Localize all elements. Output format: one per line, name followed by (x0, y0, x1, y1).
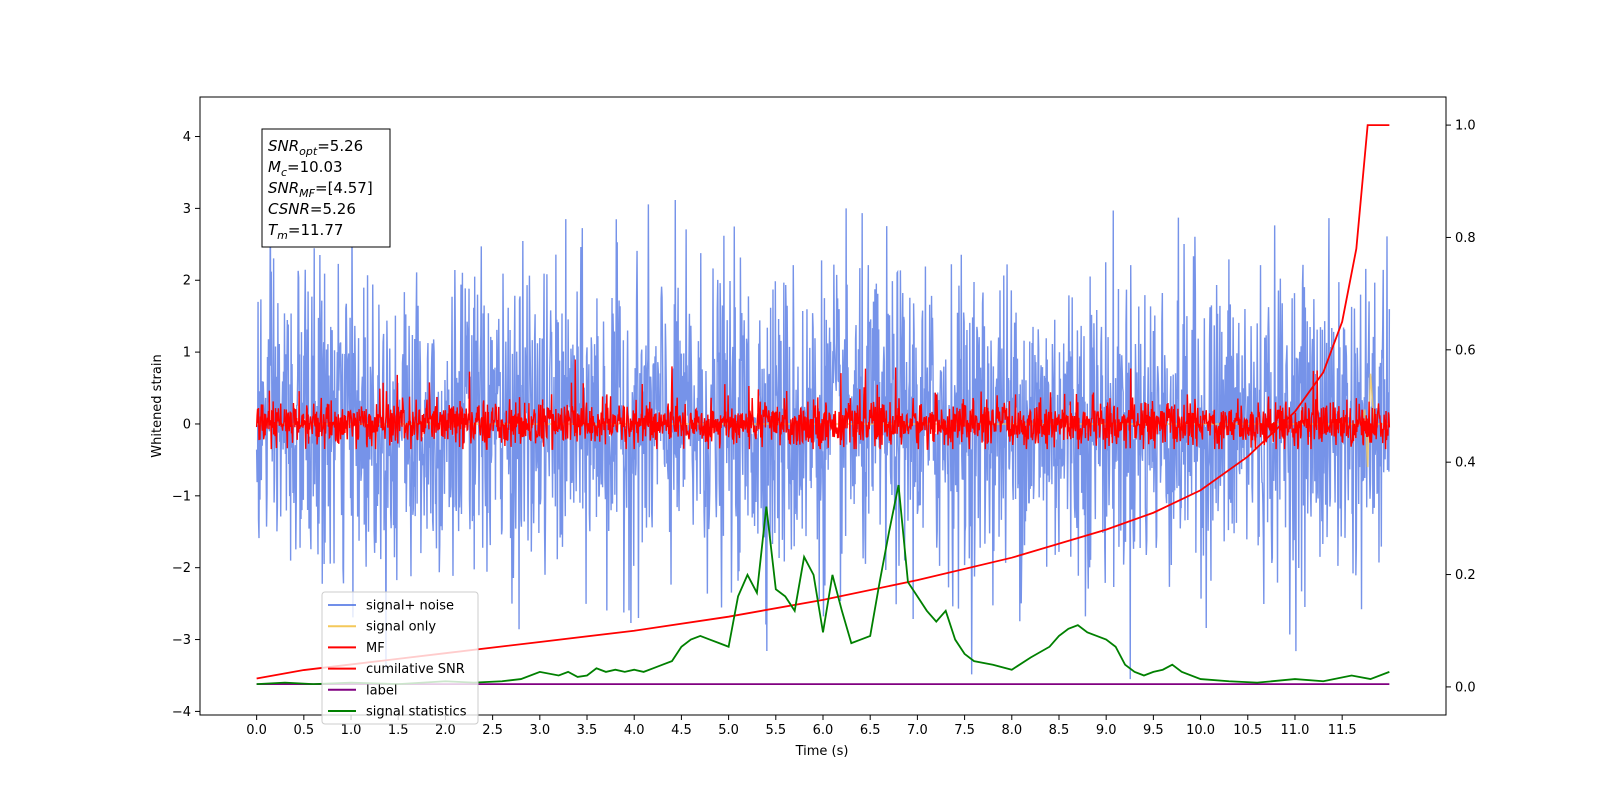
x-tick-label: 6.5 (860, 723, 881, 738)
annotation-symbol: CSNR (268, 200, 310, 218)
x-tick-label: 2.5 (482, 723, 503, 738)
annotation-value: =[4.57] (315, 179, 373, 197)
annotation-symbol: SNR (268, 137, 299, 155)
legend-label: label (366, 683, 397, 698)
legend-label: MF (366, 641, 385, 656)
x-tick-label: 3.5 (577, 723, 598, 738)
legend-label: signal+ noise (366, 599, 454, 614)
x-tick-label: 2.0 (435, 723, 456, 738)
x-tick-label: 9.0 (1096, 723, 1117, 738)
x-tick-label: 1.5 (388, 723, 409, 738)
annotation-line: Mc=10.03 (268, 158, 343, 179)
annotation-line: SNRMF=[4.57] (268, 179, 373, 200)
x-tick-label: 1.0 (341, 723, 362, 738)
annotation-line: SNRopt=5.26 (268, 137, 363, 158)
legend-label: signal statistics (366, 705, 467, 720)
series-mf (255, 359, 1391, 450)
x-tick-label: 8.5 (1049, 723, 1070, 738)
legend-label: cumilative SNR (366, 662, 465, 677)
x-tick-label: 8.0 (1001, 723, 1022, 738)
legend: signal+ noise signal only MF cumilative SNR… (321, 591, 479, 725)
y-tick-label: 1 (183, 346, 191, 361)
legend-label: signal only (366, 620, 436, 635)
y2-tick-label: 0.8 (1455, 231, 1476, 246)
y-tick-label: 4 (183, 130, 191, 145)
x-tick-label: 6.0 (813, 723, 834, 738)
y-axis-right: 1.0 0.8 0.6 0.4 0.2 0.0 (1446, 119, 1476, 695)
y2-tick-label: 1.0 (1455, 119, 1476, 134)
y-tick-label: −2 (172, 561, 191, 576)
x-tick-label: 11.5 (1328, 723, 1357, 738)
annotation-symbol: T (268, 221, 279, 239)
y-axis-left: 4 3 2 1 0 −1 −2 −3 −4 (172, 130, 200, 720)
annotation-value: =10.03 (287, 158, 343, 176)
annotation-symbol: SNR (268, 179, 299, 197)
x-tick-label: 4.0 (624, 723, 645, 738)
y2-tick-label: 0.0 (1455, 680, 1476, 695)
annotation-box: SNRopt=5.26Mc=10.03SNRMF=[4.57]CSNR=5.26… (261, 128, 391, 248)
x-axis-label: Time (s) (795, 744, 849, 759)
y-tick-label: −1 (172, 489, 191, 504)
x-tick-label: 0.0 (246, 723, 267, 738)
x-tick-label: 5.5 (765, 723, 786, 738)
annotation-value: =5.26 (317, 137, 363, 155)
y2-tick-label: 0.2 (1455, 568, 1476, 583)
x-tick-label: 0.5 (293, 723, 314, 738)
x-tick-label: 10.5 (1233, 723, 1262, 738)
y-tick-label: −4 (172, 705, 191, 720)
annotation-line: CSNR=5.26 (268, 200, 356, 218)
annotation-subscript: opt (299, 145, 318, 158)
y-tick-label: 2 (183, 274, 191, 289)
annotation-line: Tm=11.77 (268, 221, 343, 242)
annotation-symbol: M (268, 158, 281, 176)
x-tick-label: 7.5 (954, 723, 975, 738)
y-tick-label: 3 (183, 202, 191, 217)
x-tick-label: 4.5 (671, 723, 692, 738)
y2-tick-label: 0.6 (1455, 343, 1476, 358)
x-tick-label: 10.0 (1186, 723, 1215, 738)
annotation-subscript: m (277, 229, 288, 242)
series-signal-statistics (256, 484, 1390, 686)
y-axis-label: Whitened strain (150, 354, 165, 457)
annotation-value: =5.26 (310, 200, 356, 218)
x-tick-label: 7.0 (907, 723, 928, 738)
annotation-subscript: MF (299, 187, 315, 200)
y-tick-label: 0 (183, 417, 191, 432)
x-tick-label: 3.0 (529, 723, 550, 738)
y2-tick-label: 0.4 (1455, 456, 1476, 471)
annotation-value: =11.77 (288, 221, 344, 239)
x-tick-label: 9.5 (1143, 723, 1164, 738)
y-tick-label: −3 (172, 633, 191, 648)
x-axis: 0.0 0.5 1.0 1.5 2.0 2.5 3.0 3.5 4.0 4.5 5.0 5.5 6.0 6… (246, 715, 1357, 738)
x-tick-label: 5.0 (718, 723, 739, 738)
annotation-subscript: c (281, 166, 287, 179)
x-tick-label: 11.0 (1280, 723, 1309, 738)
